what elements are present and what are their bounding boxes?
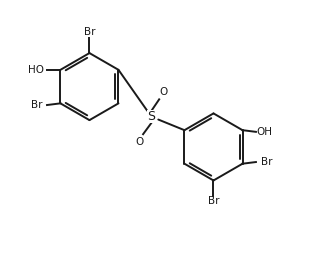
Text: O: O [136, 136, 144, 146]
Text: Br: Br [84, 27, 95, 37]
Text: Br: Br [31, 100, 42, 110]
Text: S: S [147, 110, 156, 123]
Text: Br: Br [261, 157, 272, 167]
Text: Br: Br [208, 196, 219, 206]
Text: OH: OH [256, 127, 272, 137]
Text: HO: HO [28, 65, 44, 75]
Text: O: O [159, 87, 167, 97]
